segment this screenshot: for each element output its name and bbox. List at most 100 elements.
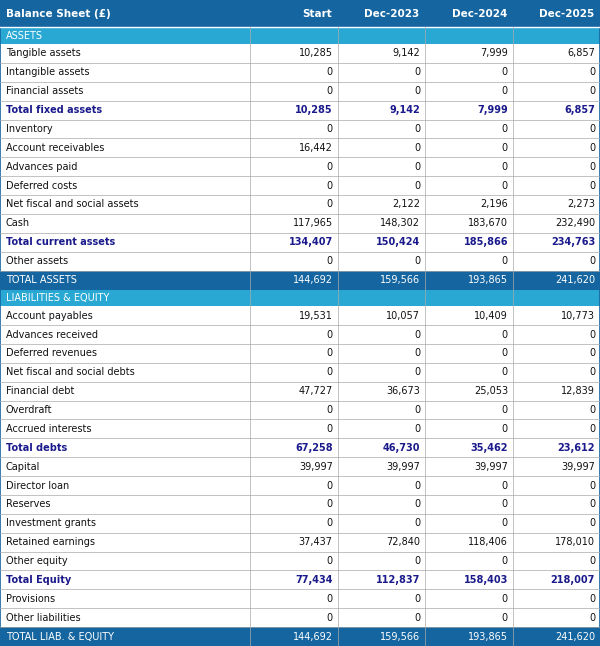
Text: 0: 0 — [502, 499, 508, 510]
Text: 0: 0 — [326, 405, 333, 415]
Text: 0: 0 — [589, 424, 595, 434]
Bar — [0, 0, 600, 27]
Bar — [0, 214, 600, 233]
Text: 0: 0 — [414, 368, 421, 377]
Text: 0: 0 — [502, 86, 508, 96]
Bar — [0, 289, 600, 306]
Text: 241,620: 241,620 — [555, 632, 595, 641]
Text: 2,196: 2,196 — [480, 200, 508, 209]
Text: 0: 0 — [326, 329, 333, 340]
Text: Total debts: Total debts — [6, 443, 67, 453]
Text: 23,612: 23,612 — [557, 443, 595, 453]
Text: Advances paid: Advances paid — [6, 162, 77, 172]
Text: 0: 0 — [589, 499, 595, 510]
Text: 159,566: 159,566 — [380, 632, 421, 641]
Text: TOTAL LIAB. & EQUITY: TOTAL LIAB. & EQUITY — [6, 632, 114, 641]
Text: 185,866: 185,866 — [464, 237, 508, 247]
Text: 0: 0 — [414, 162, 421, 172]
Text: 47,727: 47,727 — [299, 386, 333, 396]
Text: 0: 0 — [589, 405, 595, 415]
Bar — [0, 495, 600, 514]
Text: 0: 0 — [326, 368, 333, 377]
Text: 0: 0 — [502, 181, 508, 191]
Text: 0: 0 — [326, 86, 333, 96]
Text: 0: 0 — [326, 162, 333, 172]
Bar — [0, 382, 600, 401]
Text: 0: 0 — [326, 594, 333, 604]
Text: 10,409: 10,409 — [474, 311, 508, 320]
Bar — [0, 158, 600, 176]
Text: Account payables: Account payables — [6, 311, 93, 320]
Text: 2,273: 2,273 — [567, 200, 595, 209]
Text: 117,965: 117,965 — [293, 218, 333, 229]
Text: 0: 0 — [414, 86, 421, 96]
Bar — [0, 609, 600, 627]
Text: 10,285: 10,285 — [299, 48, 333, 59]
Bar — [0, 44, 600, 63]
Text: 0: 0 — [502, 481, 508, 490]
Text: 67,258: 67,258 — [295, 443, 333, 453]
Text: 0: 0 — [589, 86, 595, 96]
Text: 0: 0 — [502, 556, 508, 566]
Text: 241,620: 241,620 — [555, 275, 595, 285]
Text: Advances received: Advances received — [6, 329, 98, 340]
Text: 0: 0 — [414, 594, 421, 604]
Text: 0: 0 — [326, 67, 333, 78]
Text: 0: 0 — [502, 612, 508, 623]
Bar — [0, 63, 600, 82]
Text: 0: 0 — [589, 181, 595, 191]
Text: Overdraft: Overdraft — [6, 405, 53, 415]
Text: 118,406: 118,406 — [468, 537, 508, 547]
Text: 2,122: 2,122 — [392, 200, 421, 209]
Text: 72,840: 72,840 — [386, 537, 421, 547]
Bar — [0, 419, 600, 439]
Text: Investment grants: Investment grants — [6, 518, 96, 528]
Text: 12,839: 12,839 — [561, 386, 595, 396]
Text: 0: 0 — [589, 348, 595, 359]
Text: 150,424: 150,424 — [376, 237, 421, 247]
Bar — [0, 101, 600, 120]
Text: 0: 0 — [414, 481, 421, 490]
Text: 36,673: 36,673 — [386, 386, 421, 396]
Bar — [0, 344, 600, 363]
Text: Other liabilities: Other liabilities — [6, 612, 80, 623]
Bar — [0, 457, 600, 476]
Text: Total Equity: Total Equity — [6, 575, 71, 585]
Text: 0: 0 — [414, 143, 421, 153]
Text: Dec-2023: Dec-2023 — [364, 8, 419, 19]
Text: TOTAL ASSETS: TOTAL ASSETS — [6, 275, 77, 285]
Text: 39,997: 39,997 — [474, 462, 508, 472]
Text: 178,010: 178,010 — [555, 537, 595, 547]
Text: 9,142: 9,142 — [392, 48, 421, 59]
Text: 0: 0 — [414, 181, 421, 191]
Text: Balance Sheet (£): Balance Sheet (£) — [6, 8, 111, 19]
Text: 0: 0 — [326, 200, 333, 209]
Text: 144,692: 144,692 — [293, 275, 333, 285]
Bar — [0, 533, 600, 552]
Bar — [0, 120, 600, 138]
Text: Provisions: Provisions — [6, 594, 55, 604]
Text: 0: 0 — [589, 329, 595, 340]
Bar — [0, 27, 600, 44]
Bar — [0, 552, 600, 570]
Text: 0: 0 — [589, 124, 595, 134]
Text: 16,442: 16,442 — [299, 143, 333, 153]
Text: 0: 0 — [502, 162, 508, 172]
Text: 10,285: 10,285 — [295, 105, 333, 115]
Text: 0: 0 — [589, 518, 595, 528]
Text: 232,490: 232,490 — [555, 218, 595, 229]
Text: Dec-2024: Dec-2024 — [452, 8, 507, 19]
Text: Dec-2025: Dec-2025 — [539, 8, 594, 19]
Text: 0: 0 — [589, 67, 595, 78]
Text: Capital: Capital — [6, 462, 40, 472]
Text: 0: 0 — [414, 405, 421, 415]
Bar — [0, 82, 600, 101]
Text: 0: 0 — [502, 368, 508, 377]
Text: 0: 0 — [589, 143, 595, 153]
Text: Deferred costs: Deferred costs — [6, 181, 77, 191]
Text: 0: 0 — [326, 424, 333, 434]
Text: 183,670: 183,670 — [468, 218, 508, 229]
Text: 7,999: 7,999 — [480, 48, 508, 59]
Text: 0: 0 — [502, 256, 508, 266]
Text: 25,053: 25,053 — [474, 386, 508, 396]
